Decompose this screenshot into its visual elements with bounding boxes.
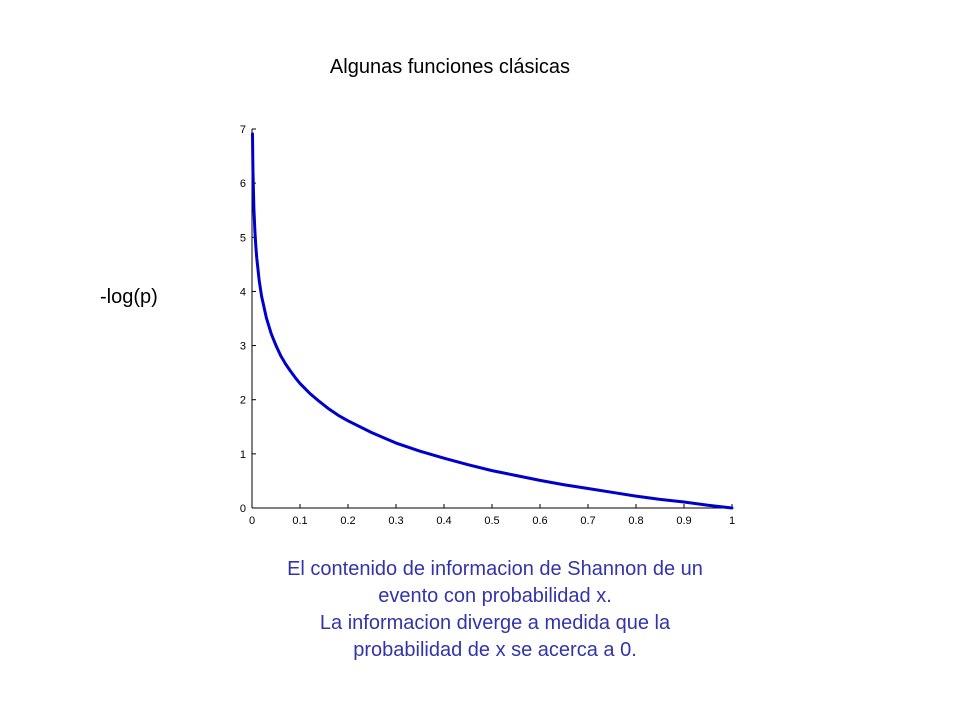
x-tick-label: 0.5 <box>484 515 499 527</box>
x-tick-label: 0 <box>249 515 255 527</box>
x-tick-label: 0.2 <box>340 515 355 527</box>
slide-title: Algunas funciones clásicas <box>329 56 571 78</box>
x-tick-label: 0.8 <box>628 515 643 527</box>
chart-axes <box>251 129 732 509</box>
x-tick-label: 0.1 <box>292 515 307 527</box>
y-tick-label: 6 <box>240 178 246 190</box>
y-tick-label: 3 <box>240 341 246 353</box>
x-tick-label: 0.3 <box>388 515 403 527</box>
series-line <box>250 132 734 510</box>
y-tick-label: 0 <box>240 503 246 515</box>
y-tick-label: 7 <box>240 124 246 136</box>
y-ticks: 0 1 2 3 4 5 6 7 <box>240 124 256 515</box>
x-tick-label: 0.4 <box>436 515 451 527</box>
series-group <box>250 132 734 510</box>
y-tick-label: 2 <box>240 395 246 407</box>
y-tick-label: 1 <box>240 449 246 461</box>
caption: El contenido de informacion de Shannon d… <box>230 556 760 664</box>
x-tick-label: 0.7 <box>580 515 595 527</box>
x-tick-label: 1 <box>729 515 735 527</box>
caption-line: El contenido de informacion de Shannon d… <box>287 558 703 580</box>
x-ticks: 0 0.1 0.2 0.3 0.4 0.5 0.6 0.7 0.8 0.9 1 <box>249 504 735 527</box>
y-axis-label: -log(p) <box>100 286 158 308</box>
y-tick-label: 5 <box>240 232 246 244</box>
y-tick-label: 4 <box>240 286 246 298</box>
caption-line: evento con probabilidad x. <box>378 585 612 607</box>
caption-line: probabilidad de x se acerca a 0. <box>353 639 637 661</box>
caption-line: La informacion diverge a medida que la <box>319 612 671 634</box>
x-tick-label: 0.6 <box>532 515 547 527</box>
x-tick-label: 0.9 <box>676 515 691 527</box>
